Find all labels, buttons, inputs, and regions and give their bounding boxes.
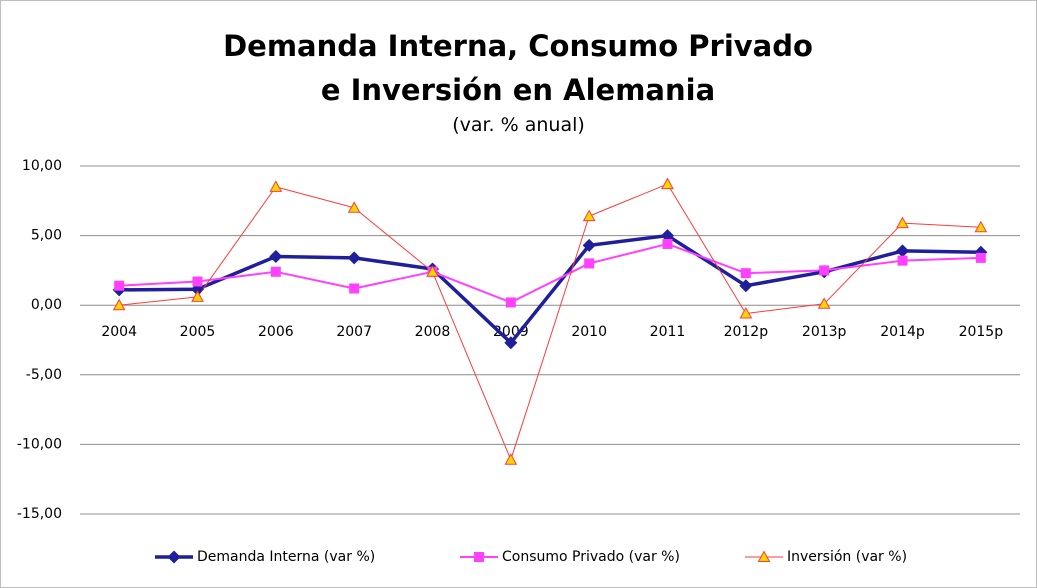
data-point (974, 220, 988, 233)
chart-title: Demanda Interna, Consumo Privado e Inver… (223, 29, 813, 107)
data-point (817, 297, 831, 309)
data-point (584, 258, 595, 269)
data-point (739, 307, 753, 319)
data-point (662, 238, 673, 249)
data-point (504, 336, 518, 350)
legend-label: Consumo Privado (var %) (502, 549, 680, 565)
data-point (661, 177, 674, 190)
data-point (347, 201, 361, 213)
data-point (504, 453, 518, 465)
series-line (119, 183, 981, 461)
data-point (819, 265, 830, 276)
y-tick-label: -10,00 (17, 436, 62, 452)
x-tick-label: 2010 (571, 324, 607, 340)
x-tick-label: 2012p (724, 324, 769, 340)
x-tick-label: 2007 (336, 324, 372, 340)
data-point (505, 297, 516, 308)
data-point (896, 216, 909, 229)
x-tick-label: 2005 (180, 324, 216, 340)
data-point (114, 280, 125, 291)
legend-marker (167, 550, 181, 564)
y-tick-label: 10,00 (22, 158, 62, 174)
series-line (119, 242, 981, 304)
data-point (896, 244, 909, 258)
x-tick-label: 2014p (880, 324, 925, 340)
legend-marker (474, 552, 484, 562)
x-tick-label: 2006 (258, 324, 294, 340)
data-point (349, 283, 360, 294)
data-point (269, 249, 283, 263)
legend-marker (757, 550, 771, 562)
y-tick-label: 0,00 (31, 297, 62, 313)
data-point (739, 279, 753, 293)
legend-label: Demanda Interna (var %) (197, 549, 375, 565)
data-point (192, 276, 203, 287)
y-tick-label: 5,00 (31, 228, 62, 244)
legend-label: Inversión (var %) (787, 549, 907, 565)
x-tick-label: 2013p (802, 324, 847, 340)
x-tick-label: 2011 (650, 324, 686, 340)
data-point (270, 266, 281, 277)
data-point (975, 252, 986, 263)
data-point (112, 298, 126, 311)
data-point (661, 229, 674, 243)
data-point (740, 268, 751, 279)
x-tick-label: 2015p (959, 324, 1004, 340)
chart-subtitle: (var. % anual) (452, 114, 585, 136)
y-tick-label: -15,00 (17, 506, 62, 522)
series-line (119, 233, 981, 345)
data-point (191, 290, 204, 302)
data-point (269, 180, 283, 192)
data-point (426, 265, 439, 277)
x-tick-label: 2008 (415, 324, 451, 340)
x-tick-label: 2004 (101, 324, 137, 340)
data-point (897, 255, 908, 266)
data-point (347, 251, 361, 265)
data-point (582, 238, 596, 252)
y-tick-label: -5,00 (26, 367, 62, 383)
data-point (582, 209, 596, 222)
